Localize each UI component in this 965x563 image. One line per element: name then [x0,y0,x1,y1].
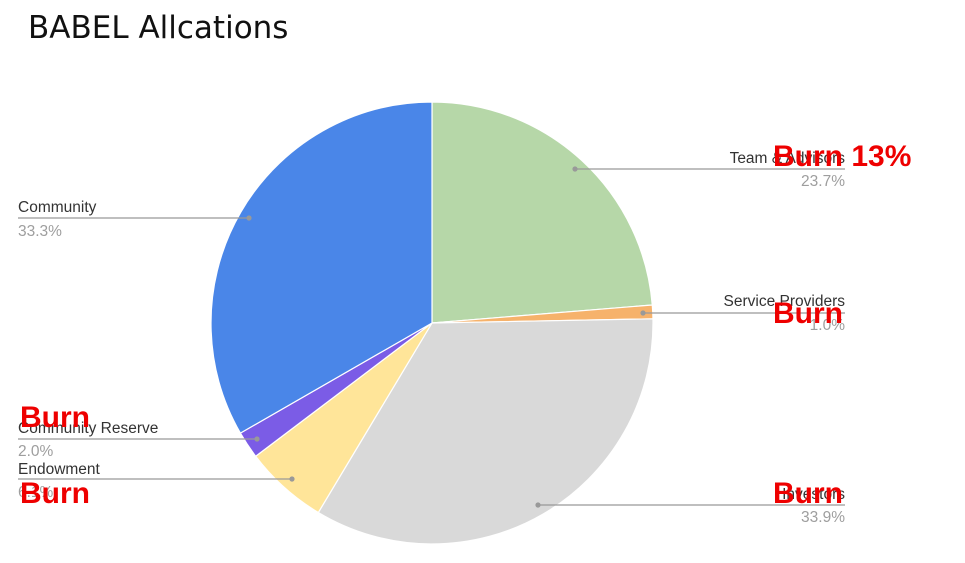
pie-slice-community [210,101,433,434]
burn-annotation-investors: Burn [773,477,843,510]
burn-annotation-community-reserve: Burn [20,401,90,434]
burn-annotations: Burn 13% Burn Burn Burn Burn [20,140,911,510]
slice-label-community-reserve: Community Reserve [18,420,158,437]
slice-labels: Team & Advisors 23.7% Service Providers 1.0… [18,150,845,526]
slice-percent-investors: 33.9% [801,509,845,526]
slice-percent-service-providers: 1.0% [810,317,846,334]
slice-label-endowment: Endowment [18,461,101,478]
page-title: BABEL Allcations [28,10,289,46]
pie-slices [210,101,654,545]
leader-lines [18,166,845,508]
leader-dot-community [246,215,252,221]
leader-dot-community-reserve [254,436,260,442]
leader-dot-service-providers [640,310,646,316]
slice-label-investors: Investors [782,486,845,503]
slice-label-team-advisors: Team & Advisors [730,150,846,167]
slice-percent-community-reserve: 2.0% [18,443,54,460]
slice-percent-endowment: 6.1% [18,484,54,501]
slice-percent-community: 33.3% [18,223,62,240]
burn-annotation-service-providers: Burn [773,297,843,330]
pie-slice-investors [317,318,654,545]
leader-dot-endowment [289,476,295,482]
pie-slice-team-advisors [431,101,653,324]
burn-annotation-team-advisors: Burn 13% [773,140,911,173]
slice-label-community: Community [18,199,97,216]
slice-percent-team-advisors: 23.7% [801,173,845,190]
leader-dot-investors [535,502,541,508]
burn-annotation-endowment: Burn [20,477,90,510]
leader-dot-team-advisors [572,166,578,172]
slice-label-service-providers: Service Providers [724,293,846,310]
